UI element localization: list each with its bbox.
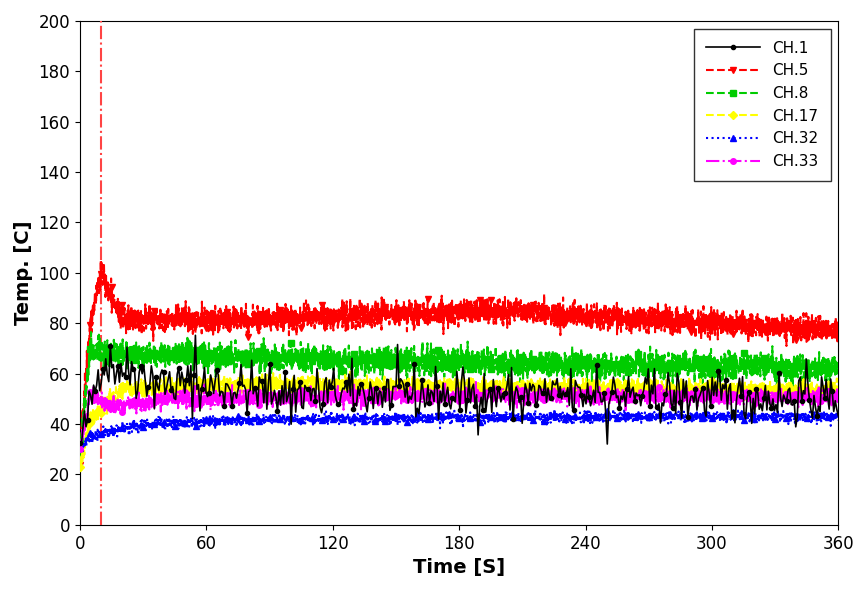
- CH.8: [534, 352, 544, 359]
- CH.8: [86, 329, 96, 336]
- CH.1: [438, 379, 449, 387]
- CH.33: [547, 397, 557, 404]
- CH.32: [547, 411, 557, 418]
- CH.1: [75, 440, 85, 447]
- CH.32: [833, 417, 844, 424]
- Line: CH.33: CH.33: [77, 379, 841, 452]
- CH.1: [833, 412, 844, 419]
- CH.5: [237, 319, 247, 326]
- CH.8: [761, 370, 772, 377]
- CH.32: [761, 412, 772, 419]
- CH.17: [547, 379, 557, 387]
- CH.1: [818, 384, 828, 391]
- CH.8: [833, 372, 844, 379]
- CH.17: [761, 385, 772, 392]
- CH.32: [75, 445, 85, 452]
- CH.17: [345, 368, 356, 375]
- CH.8: [76, 456, 86, 463]
- Line: CH.5: CH.5: [77, 258, 841, 468]
- CH.5: [761, 313, 772, 320]
- CH.5: [832, 331, 843, 338]
- CH.1: [443, 384, 453, 391]
- CH.33: [237, 398, 247, 405]
- CH.33: [761, 392, 772, 399]
- X-axis label: Time [S]: Time [S]: [413, 558, 505, 577]
- CH.33: [833, 394, 844, 401]
- CH.17: [286, 383, 297, 390]
- Y-axis label: Temp. [C]: Temp. [C]: [14, 220, 33, 325]
- CH.1: [190, 332, 201, 339]
- Line: CH.1: CH.1: [78, 333, 840, 447]
- CH.17: [75, 464, 85, 471]
- CH.1: [76, 441, 87, 448]
- CH.32: [76, 448, 86, 455]
- CH.32: [237, 420, 247, 427]
- Line: CH.17: CH.17: [77, 369, 841, 474]
- Line: CH.8: CH.8: [77, 329, 841, 463]
- CH.32: [286, 415, 297, 423]
- CH.17: [833, 391, 844, 398]
- CH.33: [470, 378, 481, 385]
- CH.8: [287, 345, 298, 352]
- CH.8: [238, 357, 248, 364]
- CH.5: [75, 462, 85, 469]
- CH.1: [700, 407, 710, 414]
- CH.33: [534, 392, 544, 399]
- CH.32: [534, 414, 544, 421]
- CH.32: [608, 405, 619, 413]
- CH.5: [95, 256, 106, 264]
- CH.17: [76, 467, 86, 475]
- Line: CH.32: CH.32: [77, 406, 841, 454]
- CH.33: [286, 394, 297, 401]
- CH.1: [529, 383, 540, 390]
- CH.8: [75, 435, 85, 442]
- CH.33: [76, 445, 86, 452]
- CH.17: [237, 383, 247, 390]
- CH.5: [547, 314, 557, 321]
- CH.8: [833, 361, 844, 368]
- CH.1: [488, 376, 498, 383]
- CH.5: [534, 299, 544, 306]
- CH.33: [75, 445, 85, 452]
- CH.33: [833, 394, 844, 401]
- CH.5: [833, 321, 844, 328]
- CH.17: [534, 389, 544, 397]
- CH.5: [286, 307, 297, 314]
- CH.17: [833, 389, 844, 396]
- CH.8: [547, 365, 557, 372]
- Legend: CH.1, CH.5, CH.8, CH.17, CH.32, CH.33: CH.1, CH.5, CH.8, CH.17, CH.32, CH.33: [694, 28, 831, 181]
- CH.32: [833, 414, 844, 421]
